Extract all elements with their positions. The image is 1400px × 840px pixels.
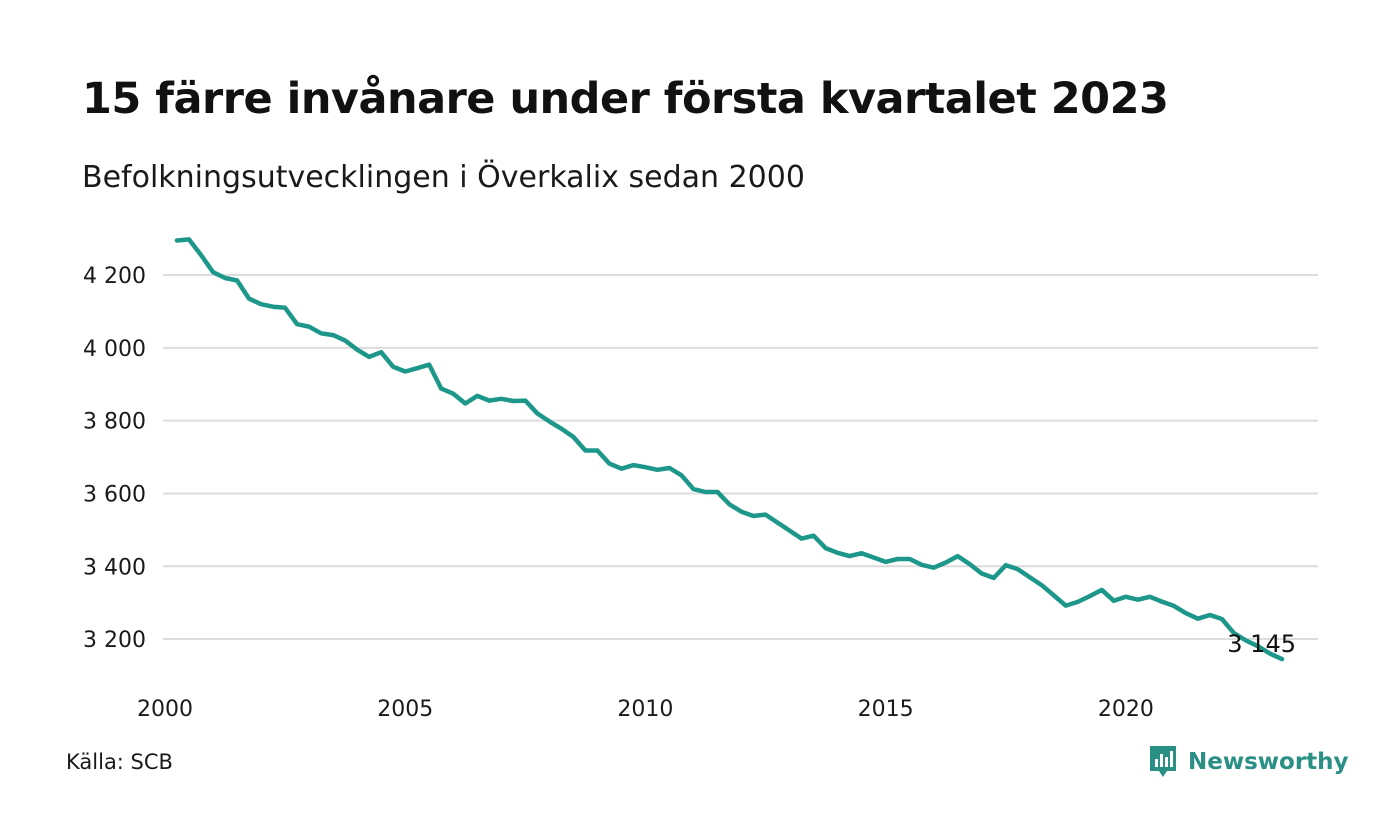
end-value-label-layer: 3 145 <box>1227 630 1296 658</box>
bar-chart-speech-bubble-icon <box>1150 746 1176 777</box>
y-axis-tick-labels: 3 200 3 400 3 600 3 800 4 000 4 200 <box>83 264 146 653</box>
x-tick-label: 2015 <box>858 697 914 722</box>
source-note: Källa: SCB <box>66 750 173 774</box>
y-tick-label: 4 000 <box>83 337 146 362</box>
page-subtitle: Befolkningsutvecklingen i Överkalix seda… <box>82 160 805 195</box>
y-tick-label: 3 400 <box>83 555 146 580</box>
brand-logo: Newsworthy <box>1148 742 1349 782</box>
y-tick-label: 3 800 <box>83 410 146 435</box>
x-tick-label: 2005 <box>377 697 433 722</box>
page-title: 15 färre invånare under första kvartalet… <box>82 74 1169 124</box>
series-line <box>174 237 1285 662</box>
gridlines <box>163 274 1318 641</box>
x-tick-label: 2020 <box>1098 697 1154 722</box>
series-layer <box>174 237 1285 662</box>
y-tick-label: 4 200 <box>83 264 146 289</box>
x-axis-tick-labels: 2000 2005 2010 2015 2020 <box>137 697 1154 722</box>
y-tick-label: 3 600 <box>83 482 146 507</box>
x-tick-label: 2010 <box>617 697 673 722</box>
y-tick-label: 3 200 <box>83 628 146 653</box>
x-tick-label: 2000 <box>137 697 193 722</box>
brand-name: Newsworthy <box>1188 749 1349 775</box>
end-value-label: 3 145 <box>1227 630 1296 658</box>
